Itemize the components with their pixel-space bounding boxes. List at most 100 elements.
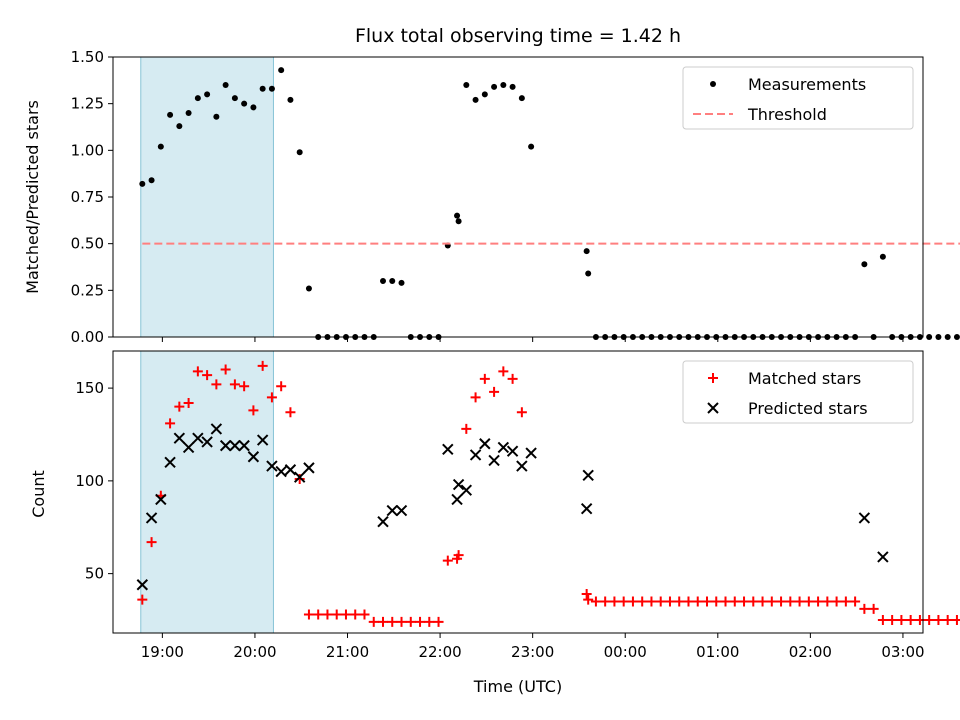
x-tick-label: 03:00 <box>881 643 924 661</box>
data-point <box>803 596 814 607</box>
y-tick-label-top: 1.00 <box>71 141 104 159</box>
data-point <box>183 397 194 408</box>
data-point <box>509 83 516 90</box>
data-point <box>368 616 379 627</box>
data-point <box>953 334 960 340</box>
legend-label: Measurements <box>748 75 866 94</box>
data-point <box>219 439 232 452</box>
data-point <box>729 596 740 607</box>
axes-frame-bottom <box>112 350 924 634</box>
data-point <box>748 596 759 607</box>
x-tick-label: 21:00 <box>326 643 369 661</box>
data-point <box>167 111 174 118</box>
data-point <box>287 96 294 103</box>
data-point <box>380 278 386 284</box>
data-point <box>580 502 593 515</box>
data-point <box>285 407 296 418</box>
data-point <box>497 441 510 454</box>
legend-label: Matched stars <box>748 369 861 388</box>
series-matched-stars <box>137 360 960 627</box>
y-tick-label-top: 0.25 <box>71 281 104 299</box>
data-point <box>896 615 907 626</box>
data-point <box>377 515 389 528</box>
data-point <box>461 423 472 434</box>
data-point <box>259 85 266 92</box>
data-point <box>518 95 525 102</box>
data-point <box>452 478 465 491</box>
data-point <box>583 248 590 255</box>
data-point <box>463 82 470 88</box>
data-point <box>239 381 250 392</box>
data-point <box>489 386 500 397</box>
data-point <box>506 445 519 457</box>
data-point <box>165 418 176 429</box>
data-point <box>481 91 488 98</box>
data-point <box>637 596 648 607</box>
data-point <box>268 85 275 92</box>
data-point <box>204 91 211 98</box>
data-point <box>488 454 500 467</box>
data-point <box>472 96 479 103</box>
data-point <box>415 616 426 627</box>
data-point <box>585 270 592 277</box>
y-tick-label-bottom: 100 <box>75 472 104 490</box>
data-point <box>840 596 851 607</box>
data-point <box>148 177 155 184</box>
data-point <box>887 615 898 626</box>
data-point <box>145 512 158 524</box>
data-point <box>877 551 889 563</box>
data-point <box>238 439 250 452</box>
data-point <box>525 447 537 459</box>
x-tick-label: 02:00 <box>789 643 832 661</box>
data-point <box>507 373 518 384</box>
bottom-axes: 19:00 20:00 21:00 22:00 23:00 00:00 01:00 02:00… <box>75 350 960 661</box>
data-point <box>877 615 888 626</box>
data-point <box>757 596 768 607</box>
legend-box <box>682 66 914 130</box>
data-point <box>451 493 463 506</box>
data-point <box>137 594 148 605</box>
data-point <box>498 366 509 377</box>
series-predicted-stars <box>136 423 889 591</box>
data-point <box>720 596 731 607</box>
y-axis-label-top: Matched/Predicted stars <box>23 100 42 294</box>
legend-bottom: Matched stars Predicted stars <box>682 360 914 424</box>
top-axes: 0.00 0.25 0.50 0.75 1.00 1.25 1.50 Measurements… <box>71 48 960 346</box>
data-point <box>387 616 398 627</box>
data-point <box>220 364 231 375</box>
x-tick-label: 23:00 <box>511 643 554 661</box>
data-point <box>859 603 870 614</box>
data-point <box>389 278 396 284</box>
legend-marker <box>707 402 719 414</box>
data-point <box>516 407 527 418</box>
data-point <box>303 609 314 620</box>
axes-frame-top <box>112 56 924 338</box>
data-point <box>378 616 388 627</box>
data-point <box>266 460 278 472</box>
data-point <box>284 464 297 476</box>
data-point <box>294 474 305 485</box>
data-point <box>174 401 185 412</box>
data-point <box>398 279 405 286</box>
data-point <box>395 504 408 517</box>
data-point <box>491 83 498 90</box>
data-point <box>646 596 657 607</box>
data-point <box>739 596 750 607</box>
data-point <box>266 392 277 403</box>
data-point <box>664 596 675 607</box>
x-tick-label: 22:00 <box>418 643 461 661</box>
data-point <box>442 555 453 566</box>
observing-window-top <box>140 56 274 338</box>
data-point <box>433 616 444 627</box>
data-point <box>192 432 204 444</box>
data-point <box>794 596 805 607</box>
data-point <box>257 360 268 371</box>
data-point <box>933 615 944 626</box>
data-point <box>386 504 398 517</box>
data-point <box>202 370 213 381</box>
data-point <box>229 379 240 390</box>
data-point <box>813 596 824 607</box>
data-point <box>469 449 482 461</box>
data-point <box>583 594 594 605</box>
x-tick-label: 01:00 <box>696 643 739 661</box>
